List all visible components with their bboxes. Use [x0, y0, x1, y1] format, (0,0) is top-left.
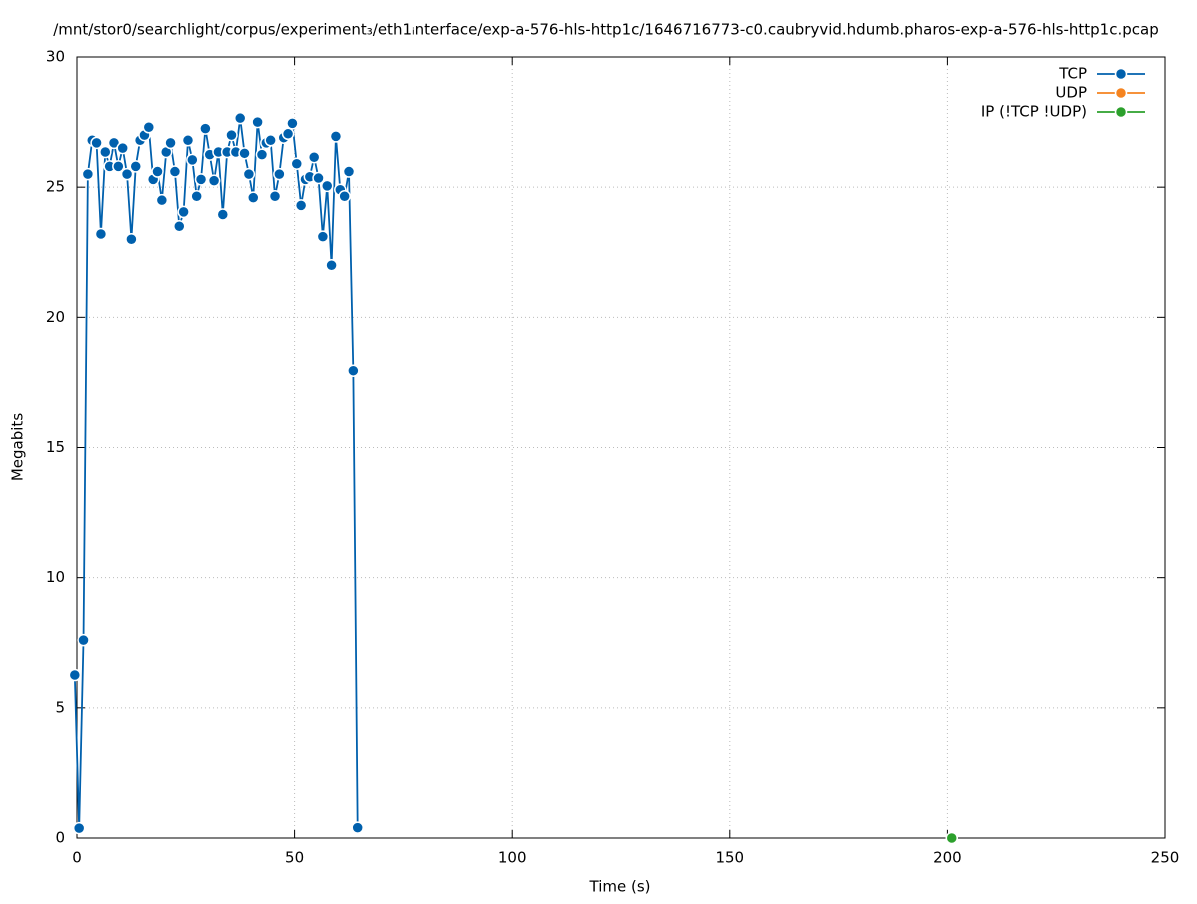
data-point: [233, 111, 247, 125]
data-point: [151, 165, 164, 178]
y-axis-label: Megabits: [9, 413, 27, 481]
data-point: [155, 193, 169, 207]
legend-label: IP (!TCP !UDP): [981, 103, 1087, 121]
data-point: [173, 219, 186, 233]
data-point: [238, 147, 251, 160]
data-point: [190, 190, 203, 203]
y-tick-label: 25: [46, 178, 65, 196]
y-tick-label: 20: [46, 308, 65, 326]
data-point: [338, 190, 351, 203]
data-point: [255, 148, 269, 161]
x-tick-label: 250: [1151, 849, 1180, 867]
data-point: [225, 128, 238, 142]
data-point: [207, 174, 221, 187]
series-line: [73, 118, 359, 829]
y-tick-label: 0: [55, 829, 65, 847]
data-point: [177, 205, 190, 219]
data-point: [351, 821, 364, 834]
legend-swatch: [1114, 105, 1128, 119]
data-point: [199, 122, 212, 135]
data-point: [251, 115, 264, 129]
x-tick-label: 150: [715, 849, 744, 867]
data-point: [164, 136, 177, 150]
data-point: [90, 136, 103, 150]
data-point: [186, 153, 199, 167]
data-point: [181, 134, 195, 147]
data-point: [247, 191, 260, 204]
data-point: [125, 232, 138, 246]
data-point: [94, 227, 108, 241]
data-point: [316, 230, 330, 243]
x-axis-label: Time (s): [589, 878, 651, 896]
data-point: [342, 165, 356, 178]
legend-swatch: [1114, 86, 1128, 100]
data-point: [242, 167, 256, 181]
data-point: [168, 165, 182, 178]
data-point: [329, 130, 343, 143]
data-point: [129, 160, 143, 173]
data-point: [142, 121, 156, 134]
x-tick-label: 100: [498, 849, 527, 867]
y-tick-label: 10: [46, 568, 65, 586]
x-tick-label: 200: [933, 849, 962, 867]
x-tick-label: 0: [72, 849, 82, 867]
data-point: [325, 259, 338, 272]
data-point: [945, 831, 959, 845]
chart-title: /mnt/stor0/searchlight/corpus/experiment…: [53, 21, 1158, 39]
data-point: [68, 668, 82, 682]
data-point: [99, 145, 112, 159]
data-point: [112, 160, 125, 173]
legend-swatch: [1114, 67, 1128, 81]
y-tick-label: 30: [46, 48, 65, 66]
data-point: [216, 208, 230, 221]
data-point: [268, 190, 282, 203]
data-point: [77, 633, 90, 647]
data-point: [320, 179, 334, 193]
legend-label: UDP: [1055, 84, 1087, 102]
data-point: [264, 134, 277, 147]
data-point: [194, 173, 208, 186]
data-point: [347, 364, 360, 377]
plot-frame: [76, 56, 1166, 839]
data-point: [286, 117, 299, 130]
data-point: [307, 150, 321, 164]
data-point: [281, 127, 295, 141]
data-point: [81, 167, 95, 181]
data-point: [72, 821, 86, 835]
data-point: [294, 199, 308, 212]
data-point: [116, 141, 129, 155]
data-point: [312, 171, 325, 185]
data-point: [273, 167, 286, 181]
x-tick-label: 50: [285, 849, 304, 867]
y-tick-label: 15: [46, 438, 65, 456]
data-point: [120, 167, 134, 181]
y-tick-label: 5: [55, 698, 65, 716]
legend-label: TCP: [1058, 65, 1087, 83]
data-point: [290, 157, 304, 170]
